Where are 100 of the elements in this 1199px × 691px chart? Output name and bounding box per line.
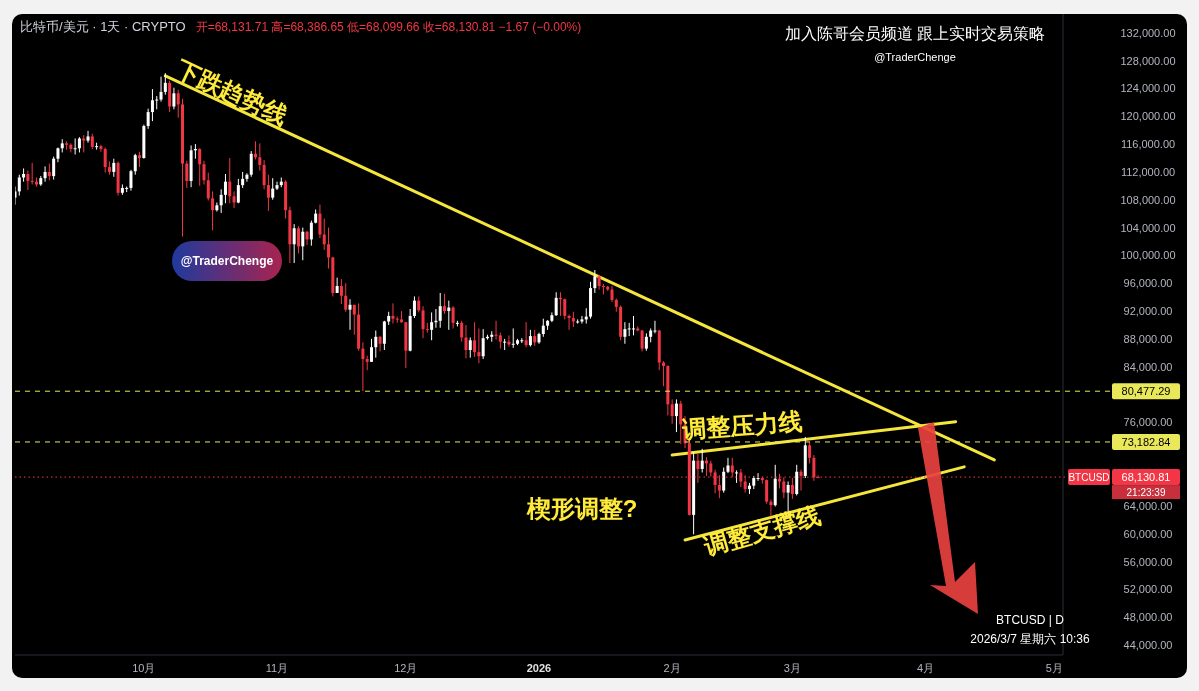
candlestick <box>412 295 416 319</box>
x-tick-label: 11月 <box>265 662 289 674</box>
candlestick <box>722 467 726 494</box>
y-tick-label: 104,000.00 <box>1120 221 1176 234</box>
candlestick <box>679 400 683 445</box>
candlestick <box>236 178 240 204</box>
candlestick <box>494 320 498 341</box>
y-tick-label: 52,000.00 <box>1123 583 1173 596</box>
candlestick <box>460 320 464 343</box>
candlestick <box>202 160 206 185</box>
candlestick <box>86 130 90 144</box>
y-tick-label: 116,000.00 <box>1120 138 1176 151</box>
candlestick <box>438 292 442 329</box>
candlestick <box>503 338 507 351</box>
candlestick <box>249 150 253 178</box>
candlestick <box>421 305 425 339</box>
y-tick-label: 124,000.00 <box>1120 82 1176 95</box>
candlestick <box>374 330 378 359</box>
y-tick-label: 108,000.00 <box>1120 193 1176 206</box>
candlestick <box>266 174 270 212</box>
x-tick-label: 4月 <box>916 662 935 674</box>
candlestick <box>258 142 262 172</box>
candlestick <box>795 464 799 496</box>
chart-title: 比特币/美元 · 1天 · CRYPTO <box>20 19 186 34</box>
candlestick <box>15 186 17 206</box>
text: 开=68,131.71 高=68,386.65 低=68,099.66 收=68,130.81 −1.67 (−0.00%) <box>195 20 582 34</box>
y-tick-label: 56,000.00 <box>1123 555 1173 568</box>
candlestick <box>700 448 704 473</box>
candlestick <box>99 144 103 153</box>
candlestick <box>726 457 730 474</box>
annotation: 调整压力线 <box>680 407 803 444</box>
candlestick <box>232 190 236 209</box>
candlestick <box>670 398 674 425</box>
candlestick <box>129 169 133 192</box>
candlestick <box>150 88 154 122</box>
annotation: 调整支撑线 <box>699 500 824 561</box>
y-tick-label: 96,000.00 <box>1123 277 1173 290</box>
candlestick <box>133 153 137 176</box>
candlestick <box>593 269 597 294</box>
candlestick <box>765 478 769 505</box>
text: BTCUSD <box>1068 472 1110 484</box>
y-tick-label: 92,000.00 <box>1123 305 1173 318</box>
y-tick-label: 112,000.00 <box>1120 165 1176 178</box>
y-tick-label: 84,000.00 <box>1123 360 1173 373</box>
candlestick <box>447 300 451 331</box>
x-tick-label: 3月 <box>783 662 801 674</box>
candlestick <box>790 477 794 500</box>
candlestick <box>481 328 485 360</box>
candlestick <box>524 321 528 348</box>
candlestick <box>185 160 189 189</box>
candlestick <box>339 278 343 305</box>
candlestick <box>640 329 644 352</box>
y-tick-label: 76,000.00 <box>1123 416 1173 429</box>
annotation: 下跌趋势线 <box>170 54 292 131</box>
y-tick-label: 64,000.00 <box>1123 499 1173 512</box>
candlestick <box>318 204 322 239</box>
candlestick <box>219 188 223 214</box>
candlestick <box>756 472 760 482</box>
annotation: 楔形调整? <box>525 495 638 522</box>
y-tick-label: 120,000.00 <box>1120 110 1176 123</box>
ref-line-label: 68,130.81 <box>1121 471 1171 484</box>
candlestick <box>430 311 434 341</box>
candlestick <box>576 318 580 325</box>
ref-line-label: 80,477.29 <box>1121 385 1171 398</box>
candlestick <box>206 172 210 201</box>
candlestick <box>352 304 356 336</box>
candlestick <box>468 336 472 359</box>
candlestick <box>451 305 455 329</box>
candlestick <box>601 283 605 295</box>
candlestick <box>245 172 249 183</box>
text: 21:23:39 <box>1126 487 1166 499</box>
candlestick <box>464 324 468 359</box>
candlestick <box>567 314 571 331</box>
x-tick-label: 2月 <box>663 662 681 674</box>
candlestick <box>382 320 386 351</box>
x-tick-label: 10月 <box>132 662 156 674</box>
candlestick <box>254 140 258 160</box>
candlestick <box>674 398 678 433</box>
annotation: 加入陈哥会员频道 跟上实时交易策略 <box>784 25 1046 42</box>
candlestick <box>808 441 812 464</box>
candlestick <box>627 322 631 337</box>
y-tick-label: 100,000.00 <box>1120 249 1176 262</box>
candlestick <box>275 181 279 191</box>
candlestick <box>391 302 395 325</box>
candlestick <box>653 320 657 334</box>
candlestick <box>361 341 365 392</box>
candlestick <box>211 190 215 231</box>
x-tick-label: 12月 <box>394 662 418 674</box>
candlestick <box>305 230 309 246</box>
candlestick <box>580 315 584 325</box>
x-tick-label: 2026 <box>526 662 552 674</box>
candlestick <box>309 220 313 247</box>
candlestick <box>631 315 635 336</box>
annotation: @TraderChenge <box>874 51 956 63</box>
candlestick <box>378 335 382 352</box>
candlestick <box>344 282 348 313</box>
candlestick <box>43 165 47 183</box>
candlestick <box>52 156 56 181</box>
candlestick <box>490 330 494 343</box>
y-tick-label: 60,000.00 <box>1123 527 1173 540</box>
